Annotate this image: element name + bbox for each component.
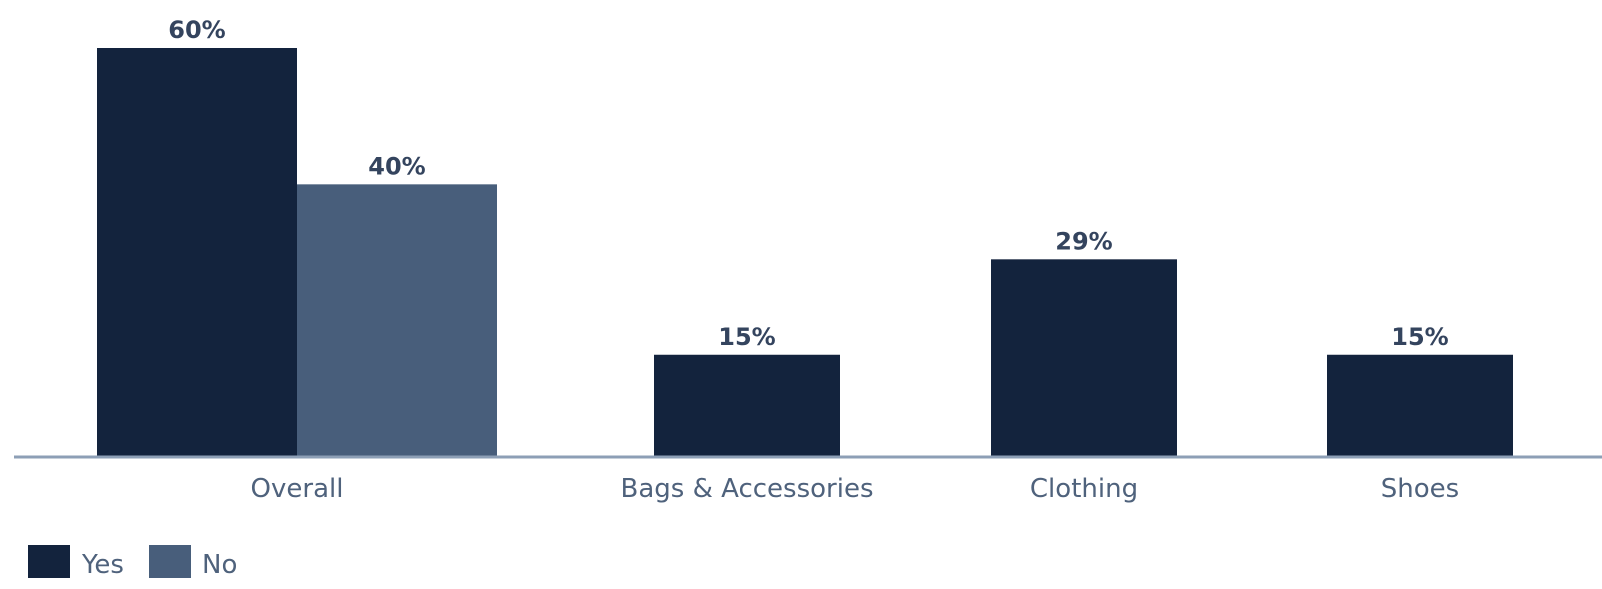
bar-yes-shoes <box>1327 354 1513 457</box>
legend-swatch-yes <box>28 545 70 578</box>
category-label-overall: Overall <box>251 474 344 504</box>
category-label-clothing: Clothing <box>1030 474 1138 504</box>
bar-yes-overall <box>97 48 297 457</box>
legend-label-no: No <box>202 550 237 580</box>
category-label-shoes: Shoes <box>1381 474 1459 504</box>
value-label-yes-clothing: 29% <box>1055 227 1112 255</box>
bar-no-overall <box>297 184 497 458</box>
legend-item-no: No <box>149 545 237 580</box>
category-label-bags-and-accessories: Bags & Accessories <box>621 474 874 504</box>
legend-label-yes: Yes <box>81 550 124 580</box>
value-label-yes-shoes: 15% <box>1391 323 1448 351</box>
legend-swatch-no <box>149 545 191 578</box>
value-label-yes-overall: 60% <box>168 16 225 44</box>
bar-yes-clothing <box>991 259 1177 457</box>
bar-yes-bags-and-accessories <box>654 354 840 457</box>
legend-item-yes: Yes <box>28 545 124 580</box>
value-labels-layer: 60% 40% 15% 29% 15% <box>168 16 1448 351</box>
bars-layer <box>97 48 1513 458</box>
value-label-yes-bags-and-accessories: 15% <box>718 323 775 351</box>
value-label-no-overall: 40% <box>368 152 425 180</box>
legend: Yes No <box>28 545 237 580</box>
category-labels-layer: Overall Bags & Accessories Clothing Shoes <box>251 474 1460 504</box>
